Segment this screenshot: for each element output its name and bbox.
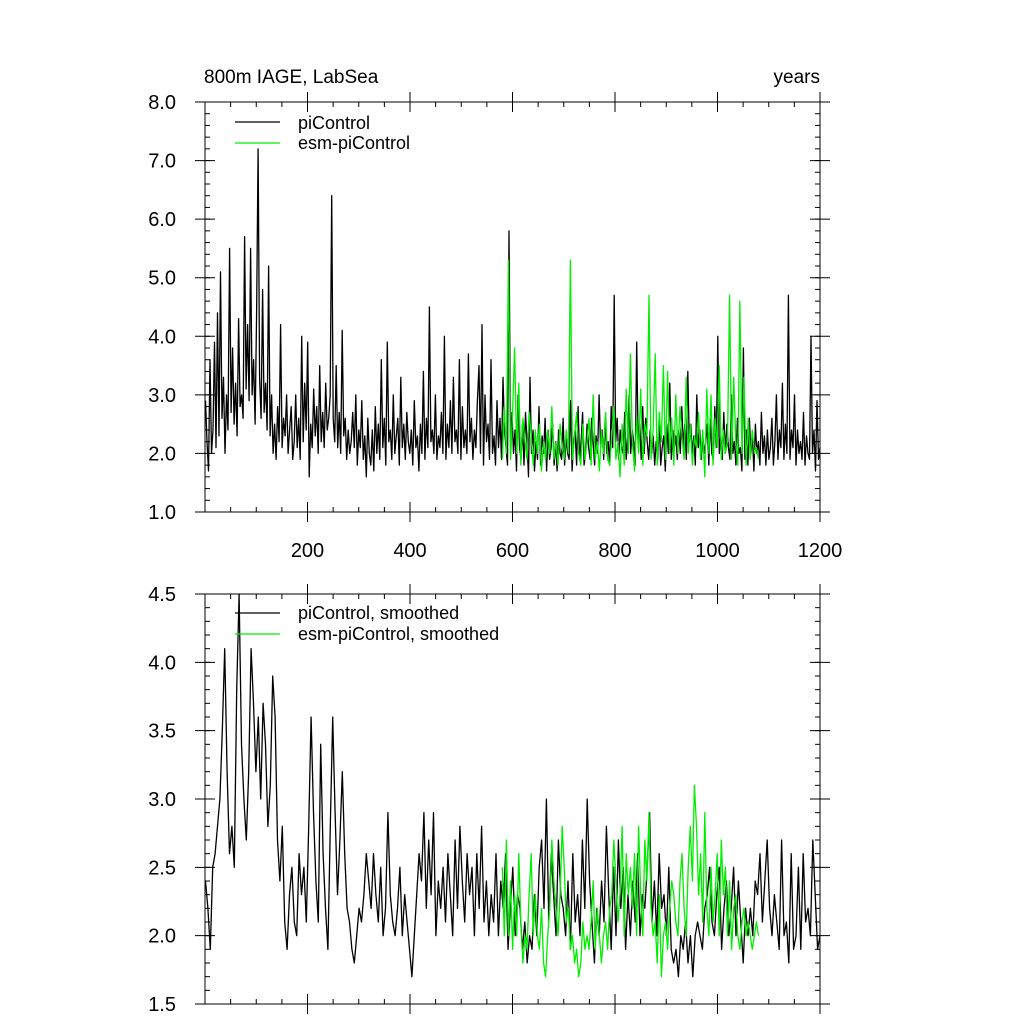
bottom-legend: piControl, smoothed esm-piControl, smoot… bbox=[235, 603, 499, 644]
y-tick-label: 3.5 bbox=[148, 721, 176, 743]
bottom-plot-frame bbox=[204, 593, 821, 1005]
x-tick-label: 200 bbox=[291, 540, 324, 562]
x-tick-label: 800 bbox=[598, 540, 631, 562]
y-tick-label: 3.0 bbox=[148, 789, 176, 811]
x-tick-label: 600 bbox=[496, 540, 529, 562]
legend-label-esm-picontrol-smoothed: esm-piControl, smoothed bbox=[298, 624, 499, 644]
top-series-esm-picontrol bbox=[501, 259, 760, 478]
y-tick-label: 4.5 bbox=[148, 584, 176, 606]
chart-bottom: 1.5 2.0 2.5 3.0 3.5 4.0 4.5 piControl, smoothe… bbox=[148, 584, 830, 1016]
chart-title-left: 800m IAGE, LabSea bbox=[204, 67, 379, 88]
chart-title-right: years bbox=[774, 67, 820, 88]
x-tick-label: 1000 bbox=[695, 540, 740, 562]
y-tick-label: 2.5 bbox=[148, 857, 176, 879]
y-tick-label: 1.5 bbox=[148, 994, 176, 1016]
y-tick-label: 6.0 bbox=[148, 209, 176, 231]
legend-label-picontrol-smoothed: piControl, smoothed bbox=[298, 603, 459, 623]
y-tick-label: 3.0 bbox=[148, 385, 176, 407]
y-tick-label: 2.0 bbox=[148, 443, 176, 465]
y-tick-label: 5.0 bbox=[148, 268, 176, 290]
bottom-series-group bbox=[204, 593, 821, 978]
top-legend: piControl esm-piControl bbox=[235, 113, 410, 153]
y-tick-label: 8.0 bbox=[148, 92, 176, 114]
top-axes: 200 400 600 800 1000 1200 1.0 2.0 3.0 4.0 5.0 6.0 7.… bbox=[148, 92, 842, 562]
top-series-picontrol bbox=[204, 148, 821, 478]
y-tick-label: 7.0 bbox=[148, 151, 176, 173]
bottom-series-esm-picontrol-smoothed bbox=[501, 784, 760, 978]
top-plot-frame bbox=[204, 101, 821, 513]
x-tick-label: 400 bbox=[393, 540, 426, 562]
x-tick-label: 1200 bbox=[798, 540, 843, 562]
y-tick-label: 4.0 bbox=[148, 652, 176, 674]
y-tick-label: 2.0 bbox=[148, 926, 176, 948]
y-tick-label: 4.0 bbox=[148, 326, 176, 348]
chart-top: 800m IAGE, LabSea years 200 400 600 800 1000… bbox=[148, 67, 842, 562]
y-tick-label: 1.0 bbox=[148, 502, 176, 524]
legend-label-esm-picontrol: esm-piControl bbox=[298, 133, 410, 153]
top-series-group bbox=[204, 148, 821, 478]
legend-label-picontrol: piControl bbox=[298, 113, 370, 133]
